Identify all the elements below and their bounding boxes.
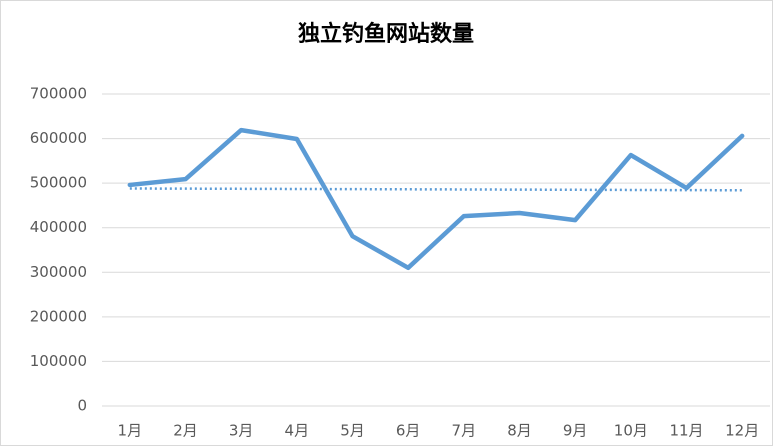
x-tick-label: 3月 — [229, 422, 254, 440]
x-tick-label: 12月 — [725, 422, 759, 440]
trendline — [129, 187, 743, 192]
x-tick-label: 5月 — [340, 422, 365, 440]
chart-title: 独立钓鱼网站数量 — [298, 21, 474, 47]
x-tick-label: 10月 — [614, 422, 648, 440]
y-tick-label: 100000 — [30, 352, 87, 370]
x-tick-label: 11月 — [669, 422, 703, 440]
x-tick-label: 2月 — [173, 422, 198, 440]
y-tick-label: 700000 — [30, 85, 87, 103]
x-tick-label: 6月 — [396, 422, 421, 440]
y-tick-label: 600000 — [30, 129, 87, 147]
y-tick-label: 400000 — [30, 218, 87, 236]
y-tick-label: 200000 — [30, 307, 87, 325]
x-tick-label: 1月 — [118, 422, 143, 440]
y-tick-label: 300000 — [30, 263, 87, 281]
y-tick-label: 500000 — [30, 174, 87, 192]
line — [127, 127, 745, 271]
x-tick-label: 9月 — [563, 422, 588, 440]
y-tick-label: 0 — [77, 397, 87, 415]
x-tick-label: 4月 — [285, 422, 310, 440]
x-tick-label: 8月 — [507, 422, 532, 440]
x-tick-label: 7月 — [452, 422, 477, 440]
